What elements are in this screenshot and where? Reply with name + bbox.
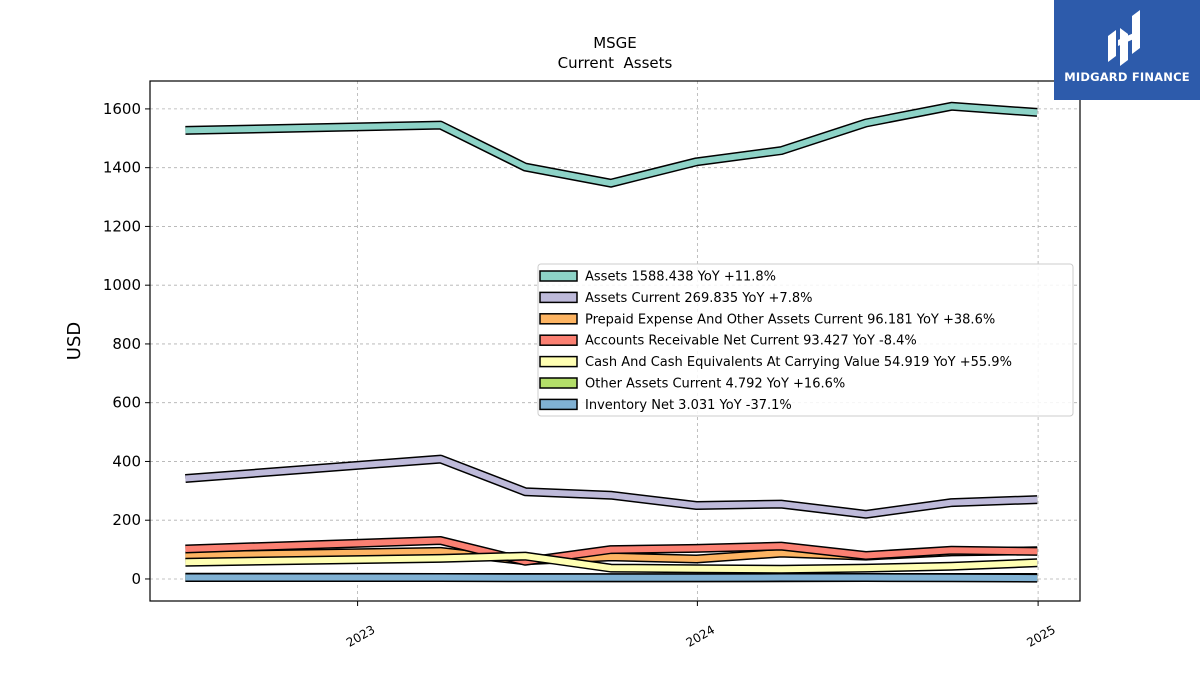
legend-entry: Assets Current 269.835 YoY +7.8%	[585, 291, 812, 306]
legend-swatch	[539, 313, 578, 325]
legend-swatch	[539, 291, 578, 304]
x-tick-label: 2023	[344, 622, 377, 649]
x-tick-label: 2025	[1024, 622, 1057, 649]
legend-box	[537, 263, 1074, 417]
series-line-1	[185, 456, 1038, 518]
y-tick-label: 400	[112, 452, 141, 470]
legend-entry: Other Assets Current 4.792 YoY +16.6%	[585, 377, 845, 392]
y-tick-label: 1600	[103, 100, 141, 118]
legend-entry: Cash And Cash Equivalents At Carrying Va…	[585, 355, 1012, 370]
series-line-0	[185, 103, 1038, 187]
series-lines	[185, 101, 1038, 583]
legend-entry: Accounts Receivable Net Current 93.427 Y…	[585, 334, 917, 349]
y-tick-label: 600	[112, 394, 141, 412]
chart-subtitle: Current Assets	[558, 54, 673, 72]
y-axis-label: USD	[64, 322, 85, 360]
legend-entry: Inventory Net 3.031 YoY -37.1%	[585, 398, 792, 413]
plot-area-frame	[149, 80, 1081, 602]
legend-swatch	[539, 355, 578, 368]
logo-mark-icon	[1108, 10, 1140, 66]
legend-swatch	[539, 270, 578, 282]
legend-entry: Prepaid Expense And Other Assets Current…	[585, 312, 995, 327]
y-tick-label: 200	[112, 511, 141, 529]
legend-entry: Assets 1588.438 YoY +11.8%	[585, 270, 776, 285]
series-line-6	[185, 574, 1038, 582]
y-tick-label: 1400	[103, 159, 141, 177]
x-axis-ticks: 2023 2024 2025	[344, 601, 1058, 650]
y-tick-label: 0	[131, 570, 141, 588]
y-axis-ticks: 0 200 400 600 800 1000 1200 1400 1600	[103, 100, 150, 588]
legend: Assets 1588.438 YoY +11.8% Assets Current…	[537, 263, 1074, 417]
series-line-3	[185, 537, 1038, 565]
legend-swatch	[539, 398, 578, 411]
y-tick-label: 800	[112, 335, 141, 353]
logo-text: MIDGARD FINANCE	[1064, 70, 1190, 84]
series-line-4	[185, 553, 1038, 573]
x-tick-label: 2024	[684, 622, 717, 649]
brand-logo: MIDGARD FINANCE	[1054, 0, 1200, 100]
legend-swatch	[539, 377, 578, 389]
legend-swatch	[539, 334, 578, 346]
y-tick-label: 1200	[103, 217, 141, 235]
y-tick-label: 1000	[103, 276, 141, 294]
series-outline-0	[185, 101, 1038, 188]
chart-title: MSGE	[593, 34, 637, 52]
